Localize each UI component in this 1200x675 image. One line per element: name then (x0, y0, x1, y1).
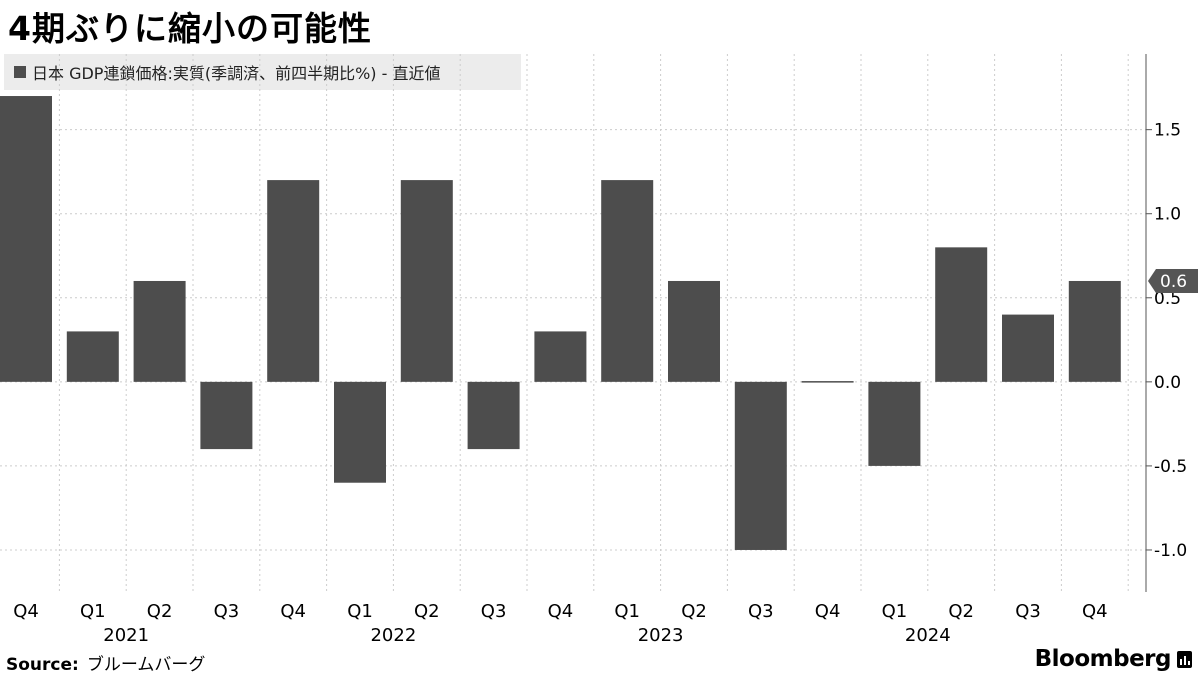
x-tick-label: Q3 (748, 601, 774, 622)
x-tick-label: Q1 (882, 601, 908, 622)
x-year-label: 2023 (638, 625, 684, 646)
x-tick-label: Q2 (948, 601, 974, 622)
source-text: ブルームバーグ (86, 655, 206, 675)
bar (668, 280, 720, 382)
y-tick-label: 0.0 (1154, 373, 1181, 393)
bar (868, 381, 921, 466)
legend-swatch (14, 66, 26, 78)
x-tick-label: Q3 (1015, 601, 1041, 622)
x-tick-label: Q4 (815, 601, 841, 622)
source-line: Source: ブルームバーグ (6, 650, 205, 675)
x-year-label: 2022 (370, 625, 416, 646)
source-label: Source: (6, 655, 79, 675)
x-tick-label: Q1 (614, 601, 640, 622)
y-tick-label: 0.5 (1154, 289, 1181, 309)
bar (734, 381, 787, 550)
bar (601, 180, 654, 382)
x-tick-label: Q2 (414, 601, 440, 622)
bloomberg-icon (1177, 650, 1192, 668)
x-tick-label: Q2 (147, 601, 173, 622)
y-tick-label: 1.5 (1154, 121, 1181, 141)
y-tick-label: -1.0 (1154, 541, 1187, 561)
x-year-label: 2024 (905, 625, 951, 646)
legend-label: 日本 GDP連鎖価格:実質(季調済、前四半期比%) - 直近値 (32, 64, 441, 83)
latest-value-label: 0.6 (1160, 272, 1187, 292)
bar (66, 331, 119, 382)
bar (534, 331, 587, 382)
y-tick-label: -0.5 (1154, 457, 1187, 477)
x-tick-label: Q4 (1082, 601, 1108, 622)
bar (133, 280, 186, 382)
bar (267, 180, 320, 382)
bar (1068, 280, 1121, 382)
x-tick-label: Q2 (681, 601, 707, 622)
latest-value-badge (1148, 268, 1198, 293)
bar (801, 381, 854, 383)
bar (200, 381, 253, 450)
bar (935, 247, 988, 382)
bar (1002, 314, 1054, 382)
x-tick-label: Q4 (13, 601, 39, 622)
bloomberg-logo: Bloomberg (1035, 646, 1192, 672)
x-year-label: 2021 (103, 625, 149, 646)
x-tick-label: Q4 (548, 601, 574, 622)
chart-title: 4期ぶりに縮小の可能性 (8, 9, 372, 48)
brand-text: Bloomberg (1034, 646, 1172, 672)
bar (400, 180, 453, 382)
x-tick-label: Q4 (280, 601, 306, 622)
x-tick-label: Q3 (481, 601, 507, 622)
legend: 日本 GDP連鎖価格:実質(季調済、前四半期比%) - 直近値 (4, 54, 521, 90)
bar (0, 96, 52, 382)
x-tick-label: Q1 (347, 601, 373, 622)
x-tick-label: Q3 (214, 601, 240, 622)
bar (334, 381, 386, 483)
bar (467, 381, 520, 450)
x-tick-label: Q1 (80, 601, 106, 622)
y-tick-label: 1.0 (1154, 205, 1181, 225)
